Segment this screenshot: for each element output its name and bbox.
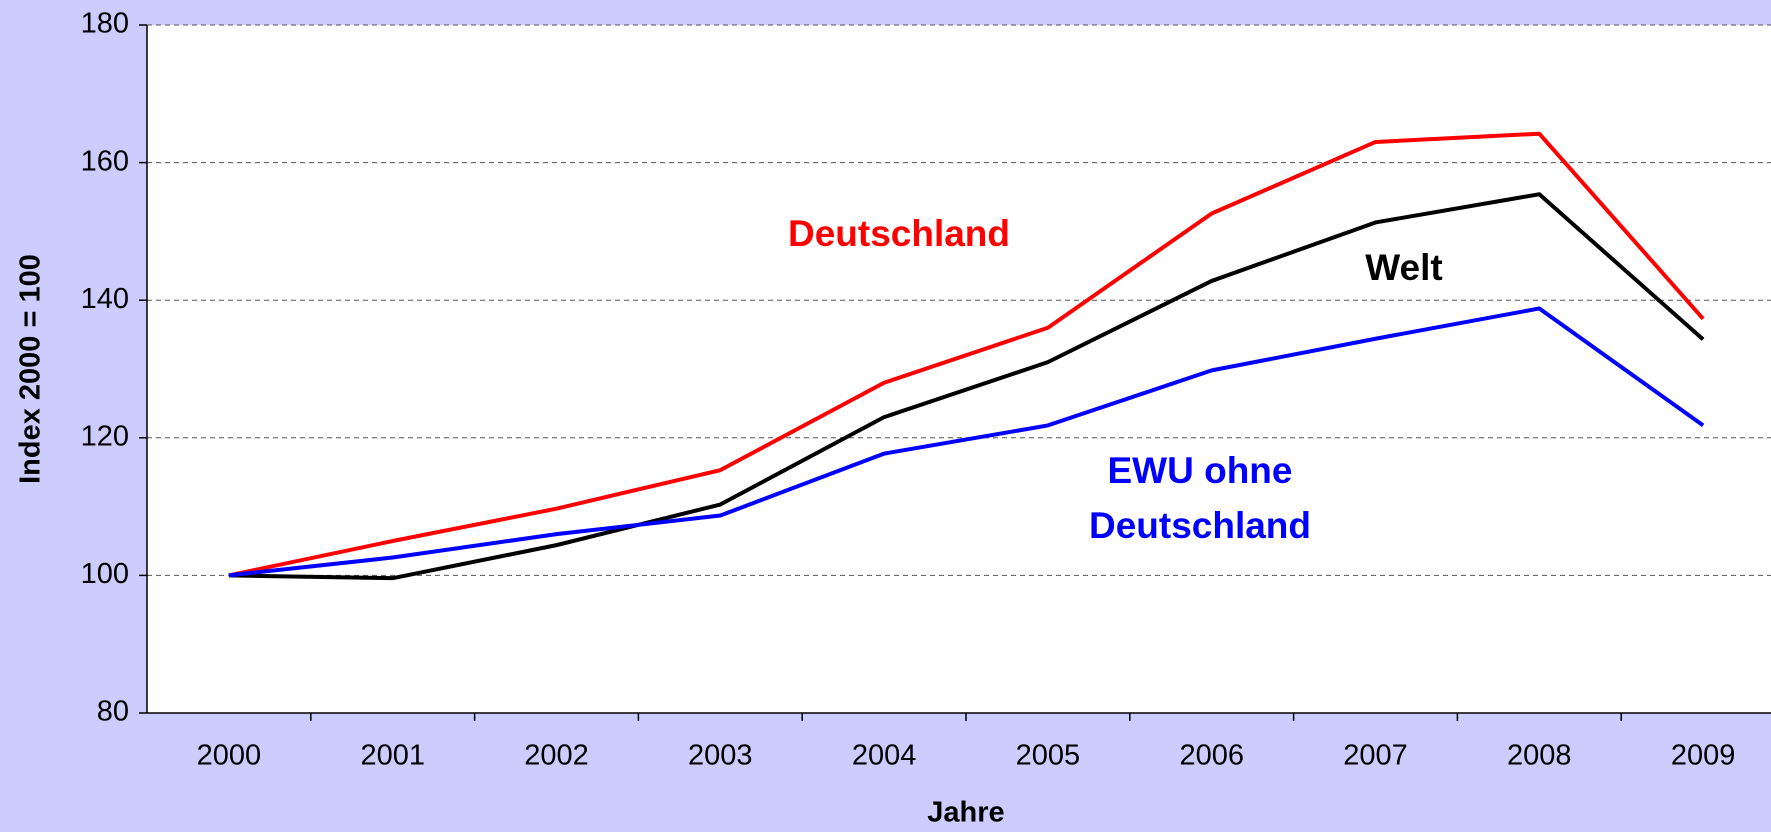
y-tick-label: 120	[81, 420, 129, 452]
x-tick-label: 2008	[1507, 740, 1572, 772]
y-tick-label: 80	[97, 696, 129, 728]
x-tick-label: 2006	[1179, 740, 1244, 772]
series-line	[228, 131, 1705, 578]
y-tick-label: 140	[81, 283, 129, 315]
annotation: Deutschland	[1089, 505, 1311, 546]
x-tick-label: 2004	[852, 740, 917, 772]
x-tick-label: 2007	[1343, 740, 1408, 772]
y-tick-label: 100	[81, 558, 129, 590]
annotation: Deutschland	[788, 213, 1010, 254]
x-axis-label: Jahre	[927, 797, 1004, 829]
x-tick-label: 2005	[1016, 740, 1081, 772]
y-tick-label: 180	[81, 8, 129, 40]
x-tick-label: 2000	[197, 740, 262, 772]
x-tick-label: 2003	[688, 740, 753, 772]
series-line	[228, 192, 1705, 581]
x-tick-label: 2001	[360, 740, 425, 772]
y-axis-label: Index 2000 = 100	[15, 254, 47, 484]
plot-area	[147, 25, 1771, 713]
x-tick-label: 2009	[1671, 740, 1736, 772]
y-tick-label: 160	[81, 145, 129, 177]
annotation: EWU ohne	[1108, 450, 1293, 491]
series-line	[228, 306, 1705, 578]
x-tick-label: 2002	[524, 740, 589, 772]
annotation: Welt	[1365, 247, 1442, 288]
